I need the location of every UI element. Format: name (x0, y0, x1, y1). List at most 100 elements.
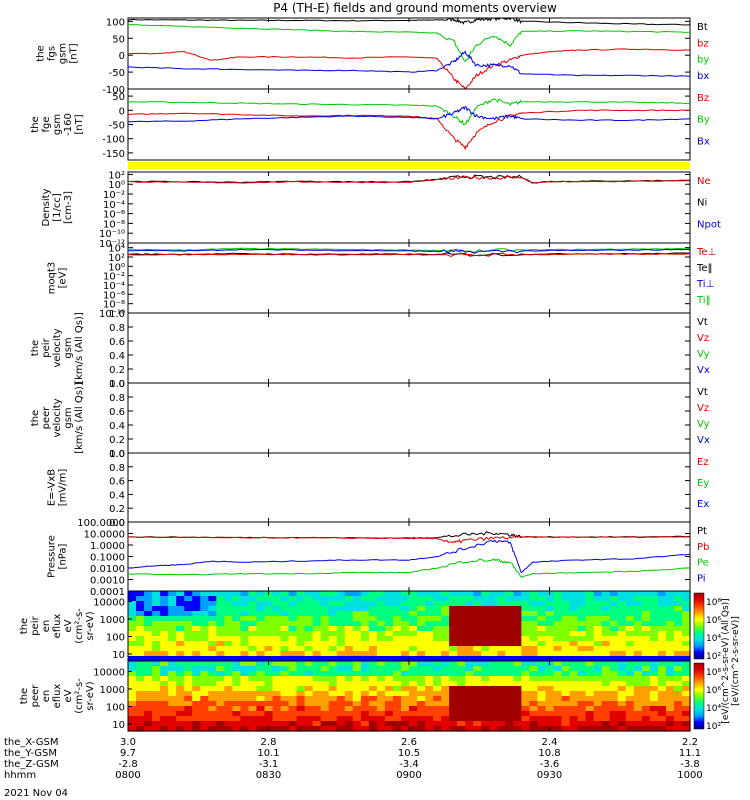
spectrogram-cell (593, 716, 603, 722)
spectrogram-cell (248, 626, 258, 632)
spectrogram-cell (625, 681, 635, 687)
spectrogram-cell (561, 671, 571, 677)
spectrogram-cell (465, 676, 474, 682)
spectrogram-cell (248, 641, 258, 647)
xaxis-tick-label: 0830 (256, 770, 281, 781)
spectrogram-cell (649, 611, 659, 617)
spectrogram-cell (256, 631, 266, 637)
ylabel-line: en (41, 620, 52, 633)
spectrogram-cell (232, 621, 241, 627)
spectrogram-cell (144, 646, 153, 652)
spectrogram-cell (208, 721, 217, 727)
spectrogram-cell (160, 696, 169, 702)
spectrogram-cell (368, 676, 378, 682)
spectrogram-cell (593, 616, 603, 622)
spectrogram-cell (232, 651, 241, 657)
spectrogram-cell (240, 691, 250, 697)
spectrogram-cell (481, 706, 490, 712)
spectrogram-cell (617, 641, 627, 647)
spectrogram-cell (144, 706, 153, 712)
spectrogram-cell (296, 706, 306, 712)
spectrogram-cell (304, 676, 314, 682)
spectrogram-cell (497, 721, 506, 727)
spectrogram-cell (665, 691, 675, 697)
spectrogram-cell (328, 626, 338, 632)
spectrogram-cell (216, 706, 225, 712)
spectrogram-cell (481, 611, 490, 617)
spectrogram-cell (152, 601, 161, 607)
spectrogram-cell (304, 596, 314, 602)
spectrogram-cell (473, 601, 482, 607)
ylabel-line: peir (30, 615, 41, 635)
spectrogram-cell (657, 596, 667, 602)
spectrogram-cell (216, 691, 225, 697)
spectrogram-cell (152, 606, 161, 612)
spectrogram-cell (577, 651, 587, 657)
spectrogram-cell (176, 721, 185, 727)
spectrogram-cell (625, 706, 635, 712)
spectrogram-cell (168, 591, 177, 597)
spectrogram-cell (328, 686, 338, 692)
spectrogram-cell (344, 681, 354, 687)
spectrogram-cell (368, 616, 378, 622)
spectrogram-cell (368, 656, 378, 662)
spectrogram-cell (577, 691, 587, 697)
xaxis-tick-label: 2.4 (542, 737, 558, 748)
spectrogram-cell (288, 621, 298, 627)
spectrogram-cell (360, 626, 370, 632)
spectrogram-cell (200, 606, 209, 612)
spectrogram-cell (553, 596, 563, 602)
spectrogram-cell (433, 711, 442, 717)
spectrogram-cell (256, 661, 266, 667)
spectrogram-cell (585, 646, 595, 652)
spectrogram-cell (625, 611, 635, 617)
spectrogram-cell (168, 621, 177, 627)
spectrogram-cell (312, 691, 322, 697)
spectrogram-cell (360, 671, 370, 677)
spectrogram-cell (232, 671, 241, 677)
spectrogram-cell (128, 616, 137, 622)
spectrogram-cell (617, 636, 627, 642)
series-line-Bx (127, 105, 691, 123)
spectrogram-cell (256, 691, 266, 697)
spectrogram-cell (633, 651, 643, 657)
spectrogram-cell (280, 676, 290, 682)
spectrogram-cell (200, 591, 209, 597)
spectrogram-cell (248, 711, 258, 717)
spectrogram-cell (312, 726, 322, 732)
spectrogram-cell (553, 716, 563, 722)
spectrogram-cell (537, 611, 547, 617)
spectrogram-cell (633, 721, 643, 727)
spectrogram-cell (537, 681, 547, 687)
spectrogram-cell (609, 701, 619, 707)
spectrogram-cell (497, 661, 506, 667)
spectrogram-cell (296, 711, 306, 717)
spectrogram-cell (224, 611, 233, 617)
spectrogram-cell (160, 716, 169, 722)
spectrogram-cell (553, 641, 563, 647)
spectrogram-cell (296, 691, 306, 697)
spectrogram-cell (433, 676, 442, 682)
spectrogram-cell (400, 621, 410, 627)
spectrogram-cell (344, 646, 354, 652)
spectrogram-cell (224, 626, 233, 632)
spectrogram-cell (272, 591, 282, 597)
spectrogram-cell (320, 591, 330, 597)
spectrogram-cell (328, 701, 338, 707)
spectrogram-cell (585, 616, 595, 622)
spectrogram-cell (657, 591, 667, 597)
spectrogram-cell (248, 681, 258, 687)
spectrogram-cell (144, 716, 153, 722)
ylabel-line: [mV/m] (58, 469, 69, 507)
spectrogram-cell (136, 701, 145, 707)
spectrogram-cell (449, 651, 458, 657)
spectrogram-cell (176, 636, 185, 642)
spectrogram-cell (633, 636, 643, 642)
spectrogram-cell (465, 686, 474, 692)
spectrogram-cell (304, 591, 314, 597)
spectrogram-cell (240, 606, 250, 612)
spectrogram-cell (368, 721, 378, 727)
spectrogram-cell (577, 721, 587, 727)
spectrogram-cell (529, 631, 539, 637)
spectrogram-cell (368, 636, 378, 642)
